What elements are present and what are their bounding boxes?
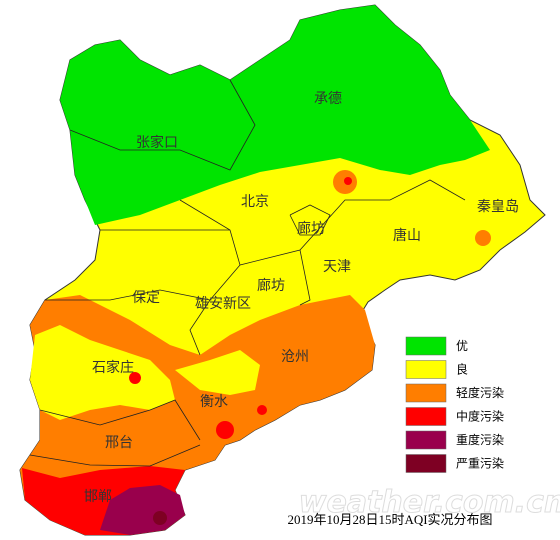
map-title: 2019年10月28日15时AQI实况分布图 [287, 512, 492, 527]
legend-swatch [405, 407, 447, 426]
legend-swatch [405, 454, 447, 473]
watermark: weather.com.cn [299, 485, 560, 520]
region-good-patch [175, 350, 260, 395]
city-label: 廊坊 [297, 220, 325, 237]
hotspot [344, 177, 352, 185]
hotspot [475, 230, 491, 246]
city-label: 衡水 [200, 394, 228, 410]
city-label: 石家庄 [92, 359, 134, 376]
city-label: 邯郸 [84, 489, 112, 505]
legend-label: 轻度污染 [456, 385, 504, 400]
hotspot [257, 405, 267, 415]
legend-label: 重度污染 [456, 432, 504, 447]
city-label: 承德 [314, 91, 342, 107]
city-label: 秦皇岛 [477, 199, 519, 215]
legend-swatch [405, 360, 447, 379]
hotspot [216, 421, 234, 439]
legend-swatch [405, 430, 447, 450]
city-label: 邢台 [105, 435, 133, 451]
city-label: 沧州 [281, 348, 309, 365]
city-label: 天津 [323, 259, 351, 275]
hotspot [129, 372, 141, 384]
city-label: 唐山 [393, 227, 421, 244]
city-label: 雄安新区 [195, 296, 251, 312]
region-good-patch [30, 325, 175, 420]
boundaries [29, 79, 466, 467]
city-label: 保定 [132, 290, 160, 306]
region-severe [153, 511, 167, 525]
legend-label: 良 [456, 362, 468, 377]
city-label: 北京 [241, 194, 269, 210]
legend-label: 严重污染 [456, 456, 504, 471]
region-excellent [60, 5, 490, 225]
legend-swatch [405, 383, 447, 403]
city-label: 张家口 [136, 134, 178, 151]
city-label: 廊坊 [257, 277, 285, 294]
legend-swatch [405, 336, 447, 356]
legend-label: 中度污染 [456, 409, 504, 424]
legend-label: 优 [456, 339, 468, 353]
